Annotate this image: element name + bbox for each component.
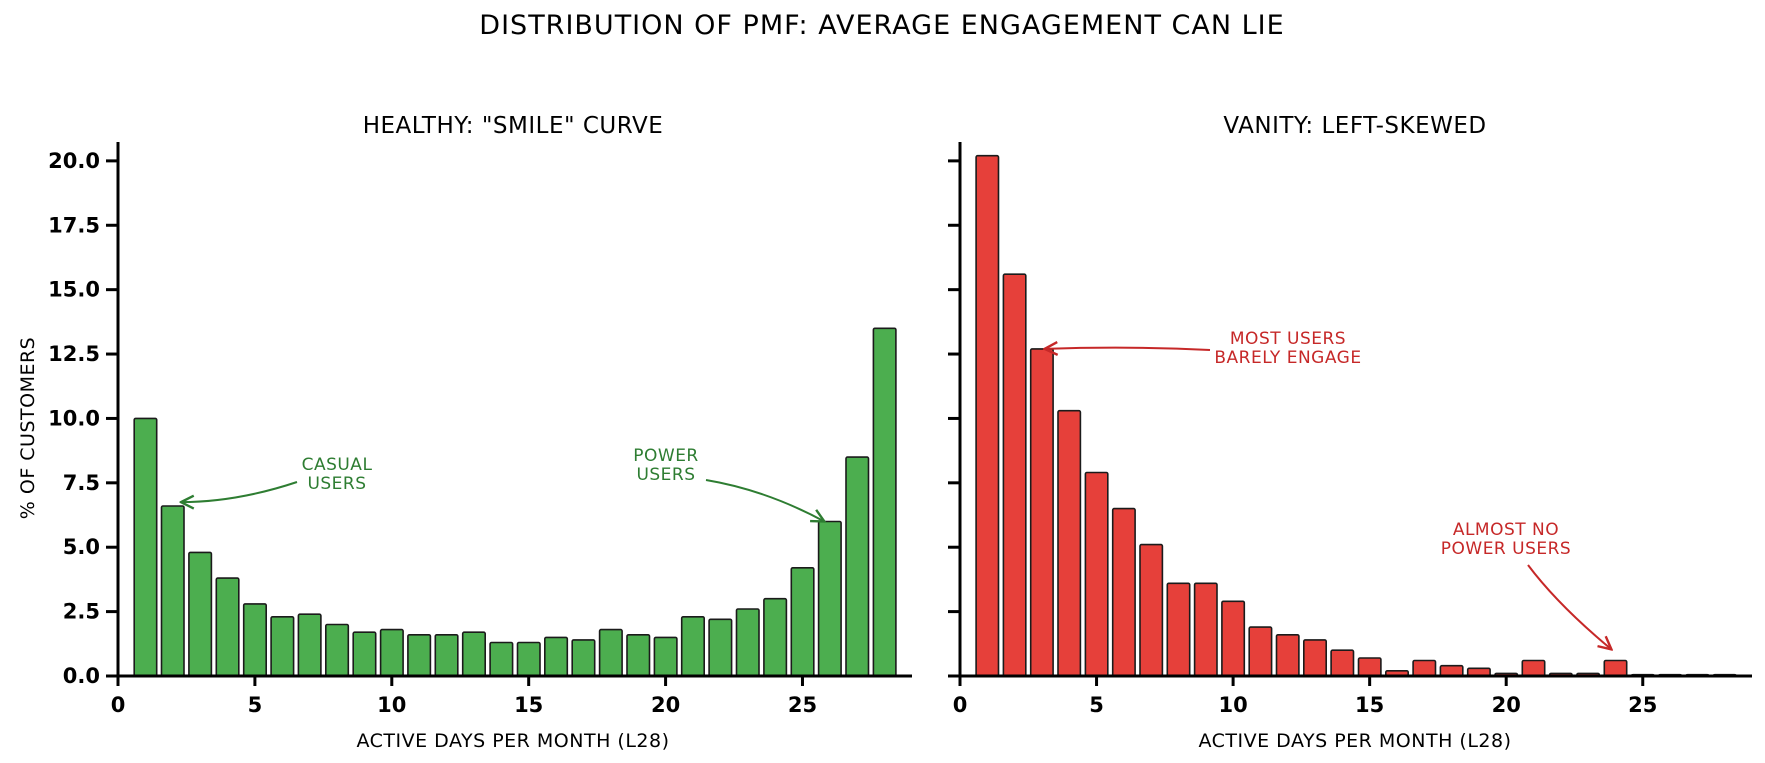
bar-day-10 <box>379 628 404 677</box>
bar-day-27 <box>845 456 870 677</box>
chart-vanity-annotations: MOST USERS BARELY ENGAGE ALMOST NO POWER US… <box>1045 329 1612 649</box>
bar-day-16 <box>543 636 569 677</box>
annotation-arrow <box>1045 348 1211 350</box>
bar-day-11 <box>1248 626 1273 677</box>
bar-day-12 <box>1275 633 1300 677</box>
y-tick-label: 12.5 <box>48 342 100 366</box>
x-tick-label: 10 <box>377 693 406 717</box>
y-tick-label: 2.5 <box>63 600 100 624</box>
bar-day-14 <box>1330 649 1355 677</box>
chart-vanity-axes: 0 5 10 15 20 25 <box>948 142 1752 717</box>
x-tick-label: 5 <box>248 693 263 717</box>
annotation-label: MOST USERS BARELY ENGAGE <box>1214 329 1361 368</box>
bar-day-1 <box>975 154 1000 677</box>
bar-day-5 <box>242 603 267 677</box>
bar-day-7 <box>1139 543 1164 677</box>
bar-day-8 <box>1166 582 1191 677</box>
bar-day-19 <box>626 633 651 677</box>
chart-healthy-title: HEALTHY: "SMILE" CURVE <box>363 113 664 139</box>
bar-day-6 <box>1111 507 1136 677</box>
bar-day-24 <box>1603 659 1628 677</box>
chart-vanity-title: VANITY: LEFT-SKEWED <box>1223 113 1486 139</box>
chart-vanity: VANITY: LEFT-SKEWED ACTIVE DAYS PER MONT… <box>948 113 1752 752</box>
chart-healthy-annotations: CASUAL USERS POWER USERS <box>181 446 824 521</box>
chart-healthy-axes: 0 5 10 15 20 25 0.0 2.5 5.0 7.5 10.0 12.5 15.0 17.5 20… <box>48 142 912 717</box>
bar-day-3 <box>188 551 213 677</box>
y-tick-label: 15.0 <box>48 278 100 302</box>
bar-day-20 <box>653 636 678 677</box>
bar-day-2 <box>1002 273 1027 677</box>
bar-day-13 <box>1303 639 1328 677</box>
y-tick-label: 10.0 <box>48 406 100 430</box>
annotation-label: POWER USERS <box>633 446 699 485</box>
y-tick-label: 0.0 <box>63 664 100 688</box>
chart-vanity-xlabel: ACTIVE DAYS PER MONTH (L28) <box>1199 730 1512 752</box>
y-tick-label: 17.5 <box>48 213 100 237</box>
bar-day-18 <box>598 628 623 677</box>
x-tick-label: 15 <box>1355 693 1384 717</box>
bar-day-12 <box>434 633 459 677</box>
chart-vanity-bars <box>975 154 1737 677</box>
bar-day-4 <box>215 577 240 677</box>
x-tick-label: 25 <box>1628 693 1657 717</box>
y-tick-label: 7.5 <box>63 471 100 495</box>
bar-day-1 <box>133 417 158 677</box>
x-tick-label: 25 <box>788 693 817 717</box>
bar-day-5 <box>1084 471 1109 677</box>
bar-day-15 <box>1357 657 1382 677</box>
bar-day-25 <box>790 566 815 677</box>
bar-day-13 <box>461 631 487 677</box>
chart-healthy-xlabel: ACTIVE DAYS PER MONTH (L28) <box>357 730 670 752</box>
bar-day-22 <box>708 618 733 677</box>
figure-title: DISTRIBUTION OF PMF: AVERAGE ENGAGEMENT … <box>479 10 1284 41</box>
bar-day-17 <box>571 639 596 677</box>
bar-day-7 <box>297 613 322 677</box>
chart-healthy: HEALTHY: "SMILE" CURVE % OF CUSTOMERS AC… <box>17 113 912 752</box>
annotation-arrow <box>1527 564 1611 649</box>
x-tick-label: 10 <box>1218 693 1247 717</box>
x-tick-label: 0 <box>111 693 126 717</box>
annotation-label: CASUAL USERS <box>302 455 373 494</box>
bar-day-8 <box>324 623 350 677</box>
x-tick-label: 0 <box>953 693 968 717</box>
bar-day-10 <box>1221 600 1246 677</box>
bar-day-14 <box>489 641 514 677</box>
bar-day-17 <box>1412 659 1437 677</box>
bar-day-24 <box>763 597 788 677</box>
y-tick-label: 20.0 <box>48 149 100 173</box>
annotation-arrow <box>705 479 824 521</box>
bar-day-26 <box>817 520 842 677</box>
bar-day-4 <box>1057 409 1082 677</box>
bar-day-21 <box>680 615 706 677</box>
x-tick-label: 5 <box>1089 693 1104 717</box>
bar-day-23 <box>735 608 760 677</box>
x-tick-label: 20 <box>651 693 680 717</box>
annotation-arrow <box>181 481 298 502</box>
x-tick-label: 20 <box>1492 693 1521 717</box>
y-tick-label: 5.0 <box>63 535 100 559</box>
chart-healthy-bars <box>133 327 897 677</box>
bar-day-6 <box>270 615 295 677</box>
bar-day-18 <box>1439 664 1464 677</box>
bar-day-15 <box>516 641 541 677</box>
chart-healthy-ylabel: % OF CUSTOMERS <box>17 337 39 519</box>
bar-day-2 <box>160 505 185 677</box>
bar-day-3 <box>1029 348 1054 677</box>
bar-day-28 <box>872 327 897 677</box>
bar-day-21 <box>1521 659 1546 677</box>
x-tick-label: 15 <box>514 693 543 717</box>
annotation-label: ALMOST NO POWER USERS <box>1441 520 1571 559</box>
bar-day-11 <box>407 633 432 677</box>
bar-day-9 <box>352 631 377 677</box>
bar-day-9 <box>1193 582 1218 677</box>
